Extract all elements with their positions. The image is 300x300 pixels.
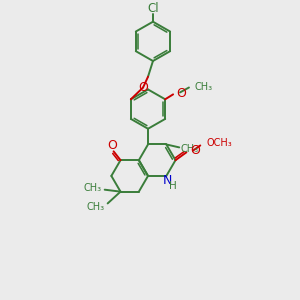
Text: CH₃: CH₃ — [84, 183, 102, 193]
Text: O: O — [190, 144, 200, 157]
Text: N: N — [163, 174, 172, 187]
Text: O: O — [176, 87, 186, 100]
Text: Cl: Cl — [147, 2, 159, 15]
Text: CH₃: CH₃ — [87, 202, 105, 212]
Text: H: H — [169, 181, 177, 191]
Text: CH₃: CH₃ — [195, 82, 213, 92]
Text: O: O — [138, 81, 148, 94]
Text: CH₃: CH₃ — [180, 144, 198, 154]
Text: OCH₃: OCH₃ — [206, 139, 232, 148]
Text: O: O — [108, 139, 118, 152]
